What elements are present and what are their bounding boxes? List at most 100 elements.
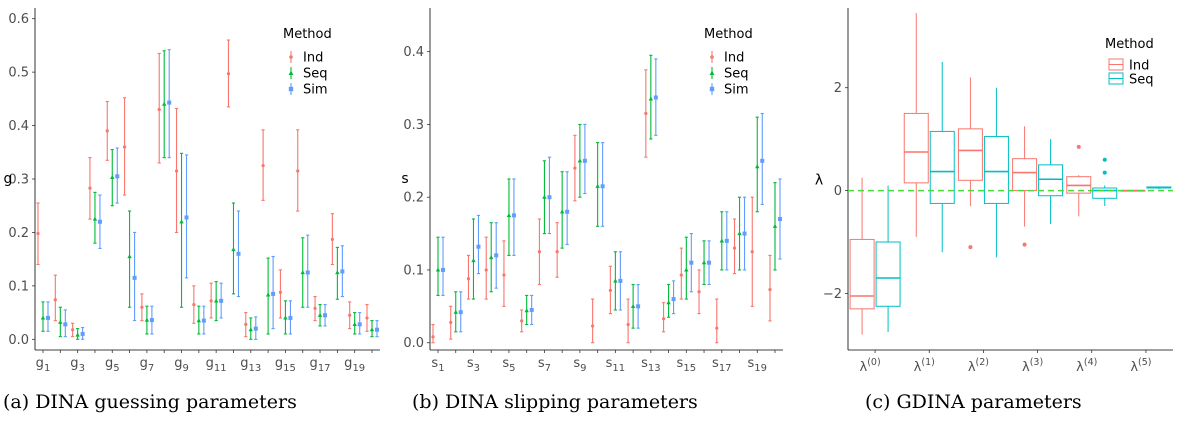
guessing-xtick-label: g1: [36, 356, 51, 374]
panel-b: 0.0 0.1 0.2 0.3 0.4 s1 s3 s5 s7 s9 s11 s13 s15 s17 s19…: [395, 0, 805, 385]
guessing-errorbar-ind: [53, 274, 57, 322]
slipping-errorbar-seq: [559, 171, 565, 249]
mean-point: [236, 251, 241, 256]
mean-point: [140, 305, 144, 309]
guessing-errorbar-sim: [63, 309, 68, 338]
guessing-errorbar-ind: [88, 157, 92, 220]
guessing-legend-marker: [289, 55, 293, 59]
panel-a: 0.0 0.1 0.2 0.3 0.4 0.5 0.6 g1 g3 g5 g7 g9 g11 g13 g15…: [0, 0, 395, 385]
mean-point: [506, 212, 512, 217]
mean-point: [636, 304, 641, 309]
mean-point: [253, 326, 258, 331]
slipping-xtick-label: s3: [467, 356, 480, 374]
box-outlier: [968, 245, 973, 250]
slipping-xtick-label: s13: [641, 356, 661, 374]
slipping-ytick-label: 0.3: [403, 118, 424, 133]
mean-point: [305, 270, 310, 275]
slipping-errorbar-sim: [689, 233, 694, 293]
slipping-errorbar-seq: [772, 182, 778, 271]
guessing-legend-label: Ind: [303, 51, 323, 66]
guessing-errorbar-sim: [305, 234, 310, 308]
guessing-errorbar-sim: [357, 312, 362, 335]
slipping-errorbar-ind: [679, 247, 683, 300]
slipping-errorbar-ind: [715, 298, 719, 344]
gdina-box-ind: [849, 177, 875, 335]
slipping-errorbar-ind: [431, 323, 435, 344]
guessing-ytick-label: 0.4: [8, 119, 29, 134]
mean-point: [132, 275, 137, 280]
box-outlier: [1102, 170, 1107, 175]
gdina-legend-title: Method: [1105, 37, 1154, 52]
mean-point: [648, 96, 654, 101]
mean-point: [300, 270, 305, 275]
mean-point: [352, 321, 357, 326]
box-iqr: [849, 238, 875, 310]
gdina-xtick-label: λ(5): [1130, 357, 1151, 375]
gdina-box-ind: [957, 77, 983, 250]
gdina-legend-label: Ind: [1129, 59, 1149, 74]
mean-point: [772, 223, 778, 228]
mean-point: [115, 174, 120, 179]
mean-point: [626, 322, 630, 327]
slipping-errorbar-sim: [441, 236, 445, 296]
mean-point: [577, 158, 583, 163]
mean-point: [348, 313, 352, 317]
mean-point: [613, 278, 618, 283]
slipping-xtick-label: s15: [677, 356, 697, 374]
mean-point: [529, 307, 534, 312]
gdina-box-ind: [903, 13, 929, 237]
mean-point: [471, 258, 476, 263]
slipping-ytick-label: 0.2: [403, 191, 424, 206]
slipping-legend-marker: [709, 70, 715, 75]
slipping-legend-label: Seq: [724, 67, 749, 82]
guessing-errorbar-sim: [149, 305, 154, 335]
slipping-errorbar-seq: [577, 123, 583, 198]
slipping-errorbar-sim: [671, 280, 676, 315]
mean-point: [36, 231, 40, 236]
mean-point: [732, 246, 737, 250]
guessing-legend-label: Sim: [303, 83, 328, 98]
slipping-legend-marker: [709, 86, 715, 92]
mean-point: [653, 95, 658, 100]
slipping-errorbar-seq: [755, 116, 760, 213]
mean-point: [97, 219, 102, 224]
slipping-errorbar-sim: [707, 240, 712, 286]
mean-point: [537, 250, 542, 254]
guessing-errorbar-seq: [335, 246, 340, 300]
mean-point: [547, 195, 552, 200]
mean-point: [209, 299, 213, 303]
mean-point: [595, 183, 600, 188]
mean-point: [179, 219, 184, 224]
guessing-errorbar-seq: [352, 312, 357, 335]
guessing-errorbar-ind: [278, 269, 283, 319]
guessing-legend-title: Method: [283, 27, 332, 42]
slipping-errorbar-seq: [542, 160, 547, 235]
mean-point: [340, 269, 345, 274]
slipping-errorbar-ind: [537, 218, 542, 286]
guessing-errorbar-seq: [162, 50, 167, 159]
mean-point: [105, 129, 109, 133]
guessing-errorbar-seq: [317, 304, 323, 327]
mean-point: [174, 169, 179, 173]
guessing-xtick-label: g11: [206, 356, 227, 374]
gdina-xtick-label: λ(0): [859, 357, 880, 375]
slipping-errorbar-seq: [613, 251, 618, 311]
slipping-xtick-label: s9: [573, 356, 586, 374]
slipping-errorbar-ind: [573, 134, 577, 202]
box-iqr: [903, 112, 929, 184]
mean-point: [618, 278, 623, 283]
box-iqr: [957, 128, 983, 181]
mean-point: [707, 260, 712, 265]
slipping-errorbar-sim: [636, 283, 641, 329]
mean-point: [724, 238, 729, 243]
mean-point: [46, 315, 50, 320]
mean-point: [484, 268, 488, 272]
mean-point: [261, 164, 265, 168]
slipping-errorbar-ind: [626, 298, 630, 344]
mean-point: [679, 273, 683, 277]
guessing-errorbar-ind: [261, 129, 265, 201]
mean-point: [317, 312, 323, 317]
mean-point: [330, 237, 334, 241]
gdina-legend-label: Seq: [1129, 73, 1154, 88]
guessing-errorbar-seq: [179, 152, 184, 308]
